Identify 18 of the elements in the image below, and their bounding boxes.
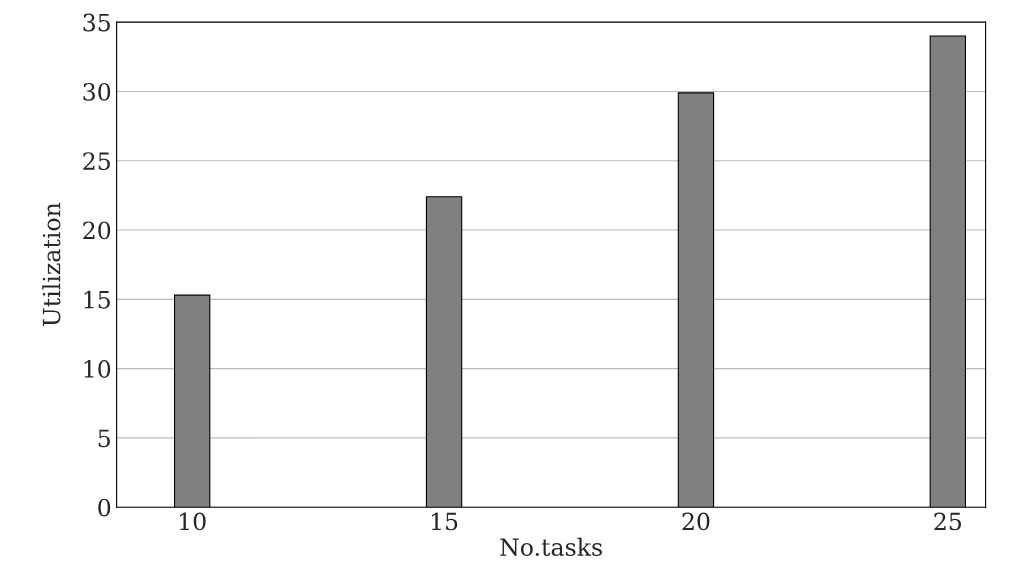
bar bbox=[929, 35, 967, 508]
bar bbox=[173, 294, 211, 508]
x-tick-label: 25 bbox=[934, 512, 962, 531]
y-tick-label: 10 bbox=[84, 360, 111, 378]
bar bbox=[677, 92, 715, 508]
y-tick-label: 15 bbox=[84, 290, 110, 309]
bar bbox=[425, 196, 463, 508]
y-tick-label: 5 bbox=[98, 429, 110, 448]
x-tick-label: 15 bbox=[431, 512, 458, 531]
y-tick-label: 30 bbox=[83, 82, 111, 101]
y-axis-title: Utilization bbox=[42, 202, 61, 327]
y-tick-label: 25 bbox=[83, 152, 110, 171]
y-tick-label: 0 bbox=[98, 498, 111, 517]
x-tick-label: 20 bbox=[682, 512, 710, 531]
x-axis-title: No.tasks bbox=[500, 537, 602, 556]
y-tick-label: 35 bbox=[83, 13, 110, 32]
x-tick-label: 10 bbox=[180, 512, 206, 531]
y-tick-label: 20 bbox=[83, 221, 111, 240]
